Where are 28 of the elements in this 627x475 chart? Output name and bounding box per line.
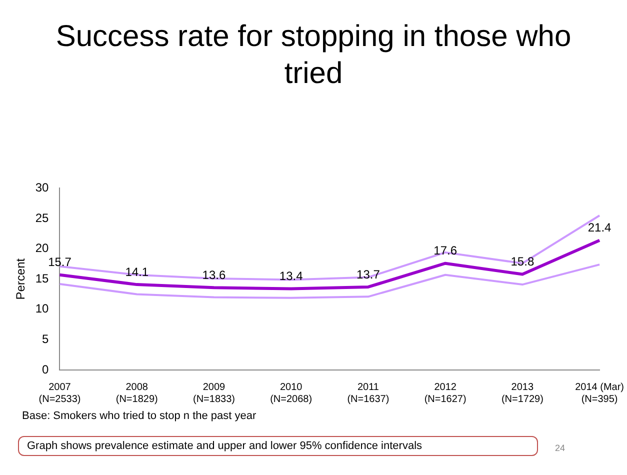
data-label: 17.6 [434,244,458,258]
data-label: 15.7 [48,255,72,270]
data-label: 13.7 [356,267,380,282]
x-tick-label: 2009 (N=1833) [192,382,235,405]
x-tick-label: 2010 (N=2068) [270,382,312,405]
data-label: 15.8 [510,254,534,269]
data-label: 13.4 [279,269,304,284]
x-tick-label: 2012 (N=1627) [424,382,466,405]
data-label: 14.1 [125,264,149,279]
y-tick-label: 25 [35,210,50,225]
x-tick-label: 2011 (N=1637) [347,382,390,405]
data-label: 21.4 [588,220,612,235]
y-tick-label: 15 [35,271,50,286]
y-axis-title: Percent [14,258,28,300]
chart-title: Success rate for stopping in those who tried [54,19,572,92]
x-tick-label: 2008 (N=1829) [116,382,158,405]
x-tick-label: 2013 (N=1729) [501,382,544,405]
y-tick-label: 30 [35,180,50,195]
y-tick-label: 10 [35,302,50,316]
text: Graph shows prevalence estimate and upper and lower 95% confidence intervals [18,436,538,456]
x-tick-label: 2007 (N=2533) [38,382,81,405]
x-tick-label: 2014 (Mar) (N=395) [575,382,624,405]
y-tick-label: 20 [35,241,50,256]
data-label: 13.6 [202,268,226,282]
y-tick-label: 0 [42,362,50,376]
text: 24 [555,443,566,453]
y-tick-label: 5 [42,332,50,346]
text: Base: Smokers who tried to stop n the past year [22,410,256,422]
